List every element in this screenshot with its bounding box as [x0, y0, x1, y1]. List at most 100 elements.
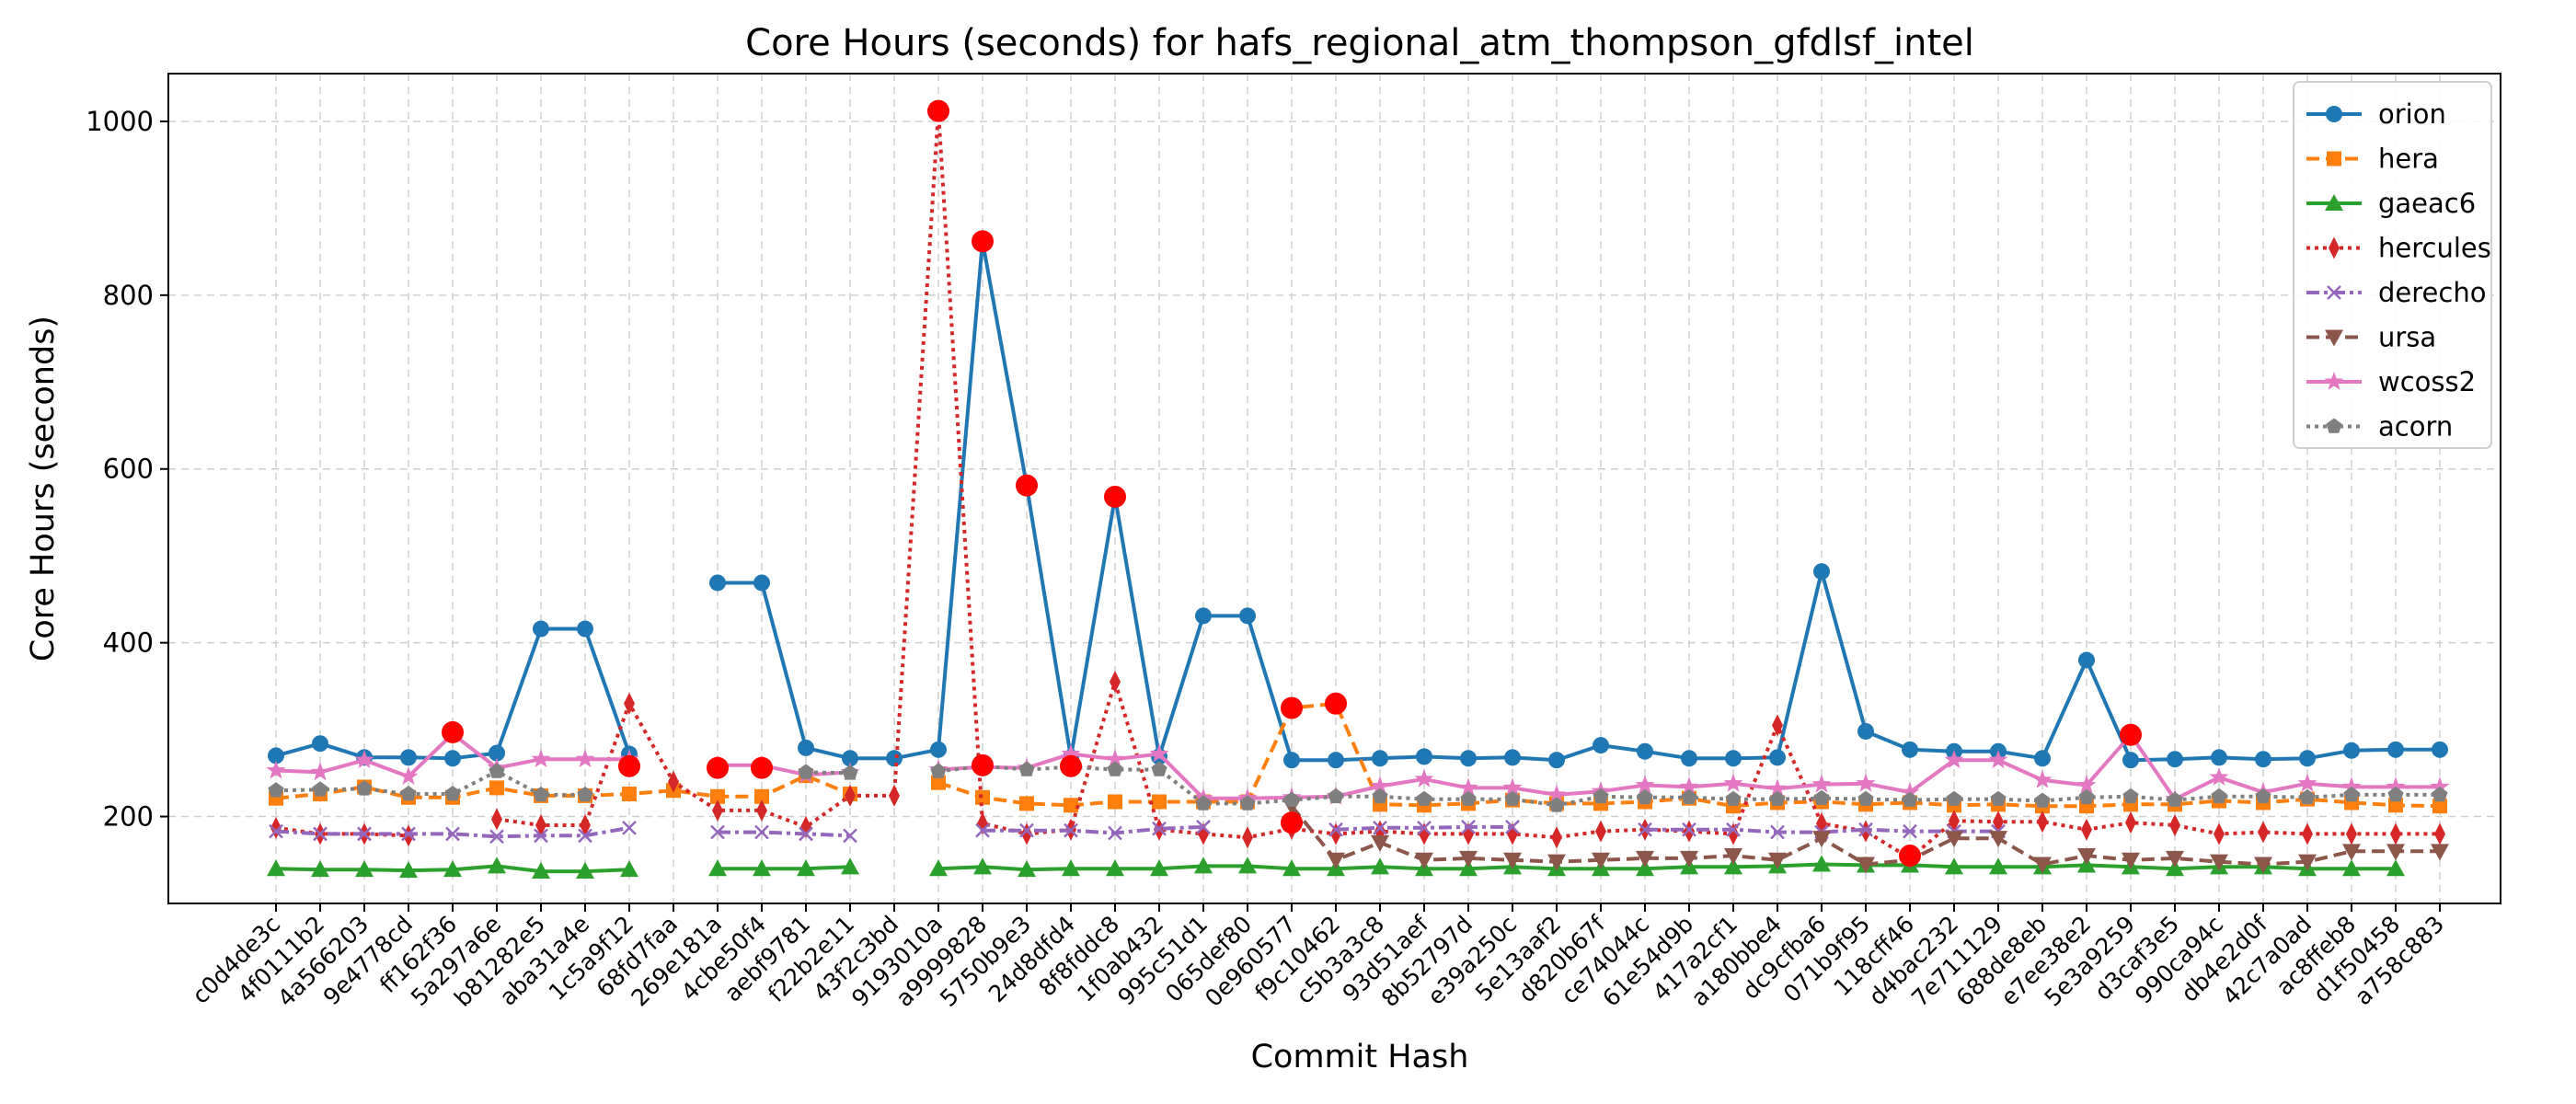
data-point — [1989, 857, 2007, 875]
legend-item-acorn: acorn — [2306, 411, 2453, 443]
highlight-point — [618, 754, 640, 777]
data-point — [1064, 798, 1078, 813]
data-point — [1107, 761, 1123, 776]
grid-lines — [168, 74, 2501, 903]
data-point — [2302, 822, 2313, 845]
data-point — [2434, 822, 2445, 845]
data-point — [2037, 811, 2048, 834]
data-point — [2298, 854, 2317, 871]
data-point — [2255, 751, 2271, 768]
data-point — [2258, 821, 2269, 844]
data-point — [1239, 795, 1256, 811]
data-point — [1858, 822, 1873, 837]
data-point — [354, 750, 374, 769]
data-point — [930, 741, 947, 758]
data-point — [1062, 859, 1080, 877]
data-point — [2430, 776, 2450, 796]
data-point — [1767, 778, 1788, 798]
data-point — [2386, 859, 2405, 877]
highlight-point — [751, 756, 773, 779]
data-point — [1152, 794, 1167, 810]
data-point — [1945, 857, 1963, 875]
data-point — [2081, 818, 2092, 841]
data-point — [1724, 857, 1742, 875]
data-point — [1372, 788, 1388, 804]
data-point — [356, 780, 373, 796]
data-point — [708, 859, 727, 877]
legend-marker — [2326, 106, 2342, 122]
data-point — [1195, 607, 1212, 625]
series-acorn — [268, 757, 2448, 812]
data-point — [2346, 822, 2357, 845]
data-point — [312, 781, 328, 797]
x-axis-label: Commit Hash — [1251, 1039, 1469, 1075]
data-point — [1813, 563, 1830, 581]
data-point — [1681, 750, 1697, 767]
data-point — [842, 750, 858, 767]
data-point — [2210, 854, 2228, 871]
data-point — [1595, 820, 1606, 843]
data-point — [1149, 743, 1169, 763]
data-point — [2214, 822, 2225, 845]
data-point — [532, 862, 550, 880]
legend-item-orion: orion — [2306, 98, 2446, 130]
data-point — [576, 862, 594, 880]
data-point — [1151, 761, 1167, 776]
data-point — [1812, 855, 1831, 872]
legend-frame — [2293, 81, 2492, 449]
data-point — [443, 860, 462, 878]
series-line — [718, 239, 2440, 763]
data-point — [2077, 848, 2096, 866]
data-point — [1064, 822, 1078, 838]
data-point — [756, 799, 767, 822]
legend-marker — [2329, 236, 2340, 259]
data-point — [489, 763, 505, 778]
data-point — [1548, 752, 1565, 769]
legend-label: hera — [2378, 144, 2439, 175]
highlight-point — [1281, 696, 1303, 719]
data-point — [1638, 822, 1652, 837]
series-line — [718, 763, 851, 777]
data-point — [401, 826, 416, 842]
data-point — [2211, 749, 2227, 766]
data-point — [1592, 852, 1610, 869]
data-point — [491, 808, 502, 831]
data-point — [754, 788, 769, 804]
legend-marker — [2327, 151, 2341, 167]
y-tick-label: 1000 — [86, 106, 154, 137]
highlight-point — [972, 753, 994, 776]
data-point — [310, 762, 330, 781]
data-point — [313, 826, 328, 842]
data-point — [1019, 822, 1034, 838]
series-line — [983, 824, 1204, 835]
data-point — [1637, 742, 1653, 760]
data-point — [2431, 844, 2449, 861]
data-point — [2343, 786, 2360, 802]
data-point — [1152, 821, 1167, 836]
data-point — [1019, 796, 1034, 811]
legend-marker — [2325, 194, 2343, 211]
highlight-point — [1060, 754, 1082, 777]
data-point — [2167, 751, 2183, 768]
x-axis-ticks: c0d4de3c4f0111b24a5662039e4778cdff162f36… — [187, 903, 2449, 1012]
chart-title: Core Hours (seconds) for hafs_regional_a… — [745, 22, 1974, 64]
highlight-point — [1016, 474, 1038, 497]
data-point — [1416, 790, 1432, 806]
data-point — [1593, 737, 1609, 754]
y-tick-label: 800 — [103, 280, 154, 311]
data-point — [1547, 784, 1567, 803]
data-point — [1903, 823, 1917, 839]
data-point — [400, 786, 417, 801]
data-point — [753, 574, 770, 592]
data-point — [2390, 822, 2401, 845]
data-point — [1371, 834, 1389, 852]
data-point — [975, 822, 990, 838]
data-point — [1150, 859, 1168, 877]
data-point — [1106, 859, 1124, 877]
legend-item-hera: hera — [2306, 144, 2439, 175]
data-point — [973, 857, 992, 875]
data-point — [1856, 773, 1876, 792]
data-point — [2169, 813, 2180, 836]
data-point — [2342, 859, 2361, 877]
